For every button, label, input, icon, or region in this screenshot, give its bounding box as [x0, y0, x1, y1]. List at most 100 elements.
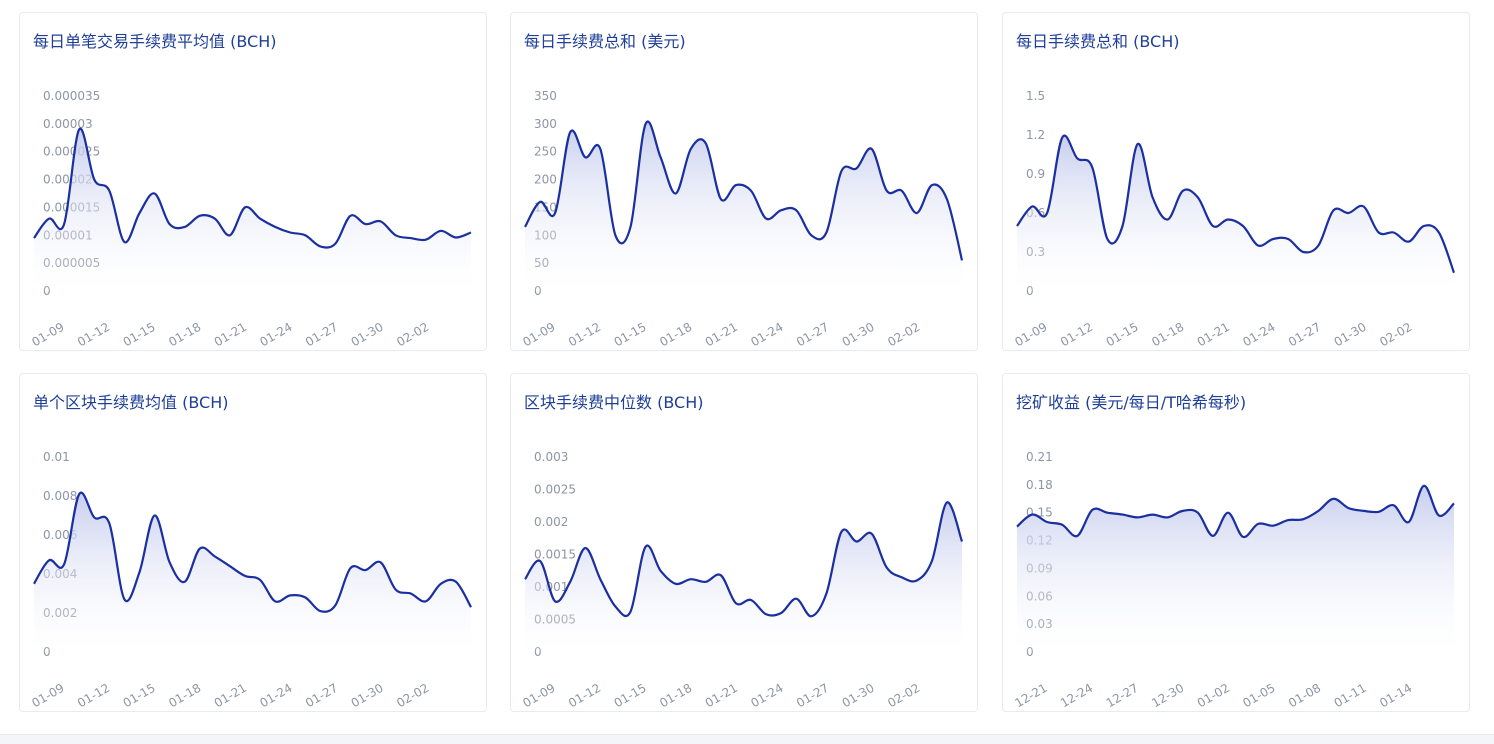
x-tick-label: 01-15	[121, 681, 158, 711]
x-tick-label: 01-21	[703, 320, 740, 350]
x-tick-label: 01-27	[303, 681, 340, 711]
x-tick-label: 01-15	[612, 320, 649, 350]
x-tick-label: 01-18	[1149, 320, 1186, 350]
chart-svg: 00.030.060.090.120.150.180.2112-2112-241…	[1012, 450, 1455, 711]
series-area	[525, 502, 962, 652]
x-tick-label: 01-18	[657, 320, 694, 350]
x-tick-label: 01-14	[1377, 681, 1414, 711]
y-tick-label: 0.000035	[43, 89, 100, 103]
y-tick-label: 0.21	[1026, 450, 1053, 464]
x-tick-label: 01-09	[1012, 320, 1049, 350]
x-tick-label: 02-02	[394, 320, 431, 350]
x-tick-label: 01-18	[166, 681, 203, 711]
series-line	[1016, 484, 1455, 539]
x-tick-label: 01-30	[840, 320, 877, 350]
chart-card: 每日单笔交易手续费平均值 (BCH) 00.0000050.000010.000…	[19, 12, 487, 351]
series-line	[33, 127, 472, 249]
chart-card: 每日手续费总和 (美元) 05010015020025030035001-090…	[510, 12, 978, 351]
chart-card: 挖矿收益 (美元/每日/T哈希每秒) 00.030.060.090.120.15…	[1002, 373, 1470, 712]
x-tick-label: 01-02	[1195, 681, 1232, 711]
y-tick-label: 0.0025	[534, 483, 576, 497]
x-tick-label: 01-30	[349, 681, 386, 711]
series-line	[33, 491, 472, 613]
x-tick-label: 02-02	[394, 681, 431, 711]
y-tick-label: 300	[534, 117, 557, 131]
x-tick-label: 01-30	[1332, 320, 1369, 350]
series-area	[1017, 485, 1454, 652]
x-tick-label: 01-15	[612, 681, 649, 711]
chart-title: 单个区块手续费均值 (BCH)	[33, 393, 229, 412]
series-line	[1016, 134, 1456, 274]
x-tick-label: 01-18	[166, 320, 203, 350]
chart-title: 挖矿收益 (美元/每日/T哈希每秒)	[1016, 393, 1247, 412]
x-tick-label: 01-24	[748, 320, 785, 350]
y-tick-label: 0.003	[534, 450, 568, 464]
chart-card: 单个区块手续费均值 (BCH) 00.0020.0040.0060.0080.0…	[19, 373, 487, 712]
x-tick-label: 12-30	[1149, 681, 1186, 711]
chart-svg: 00.0000050.000010.0000150.000020.0000250…	[29, 89, 472, 350]
y-tick-label: 1.2	[1026, 128, 1045, 142]
x-tick-label: 01-12	[75, 681, 112, 711]
y-tick-label: 0.01	[43, 450, 70, 464]
y-tick-label: 0.18	[1026, 478, 1053, 492]
x-tick-label: 02-02	[885, 681, 922, 711]
series-area	[1017, 135, 1454, 291]
y-tick-label: 0.002	[534, 515, 568, 529]
y-tick-label: 0.006	[43, 528, 77, 542]
y-tick-label: 250	[534, 145, 557, 159]
y-tick-label: 350	[534, 89, 557, 103]
charts-grid: 每日单笔交易手续费平均值 (BCH) 00.0000050.000010.000…	[19, 12, 1473, 714]
x-tick-label: 01-27	[303, 320, 340, 350]
x-tick-label: 01-24	[257, 320, 294, 350]
series-area	[525, 121, 962, 292]
x-tick-label: 01-11	[1332, 681, 1369, 711]
series-area	[34, 492, 471, 652]
x-tick-label: 01-21	[212, 681, 249, 711]
x-tick-label: 01-21	[1195, 320, 1232, 350]
x-tick-label: 01-30	[349, 320, 386, 350]
chart-title: 每日手续费总和 (美元)	[524, 32, 686, 51]
series-area	[34, 128, 471, 291]
x-tick-label: 12-24	[1058, 681, 1095, 711]
chart-title: 每日单笔交易手续费平均值 (BCH)	[33, 32, 277, 51]
x-tick-label: 01-09	[520, 320, 557, 350]
chart-card: 区块手续费中位数 (BCH) 00.00050.0010.00150.0020.…	[510, 373, 978, 712]
x-tick-label: 01-08	[1286, 681, 1323, 711]
x-tick-label: 01-21	[703, 681, 740, 711]
x-tick-label: 01-27	[1286, 320, 1323, 350]
x-tick-label: 01-09	[520, 681, 557, 711]
series-line	[524, 501, 964, 618]
chart-svg: 00.00050.0010.00150.0020.00250.00301-090…	[520, 450, 964, 711]
x-tick-label: 01-12	[75, 320, 112, 350]
x-tick-label: 01-21	[212, 320, 249, 350]
x-tick-label: 12-21	[1012, 681, 1049, 711]
x-tick-label: 01-09	[29, 320, 66, 350]
x-tick-label: 01-12	[566, 320, 603, 350]
x-tick-label: 01-09	[29, 681, 66, 711]
y-tick-label: 0.9	[1026, 167, 1045, 181]
x-tick-label: 12-27	[1104, 681, 1141, 711]
x-tick-label: 02-02	[885, 320, 922, 350]
chart-svg: 05010015020025030035001-0901-1201-1501-1…	[520, 89, 964, 350]
x-tick-label: 01-27	[794, 320, 831, 350]
y-tick-label: 0.008	[43, 489, 77, 503]
y-tick-label: 200	[534, 173, 557, 187]
x-tick-label: 02-02	[1377, 320, 1414, 350]
x-tick-label: 01-27	[794, 681, 831, 711]
chart-title: 每日手续费总和 (BCH)	[1016, 32, 1180, 51]
chart-card: 每日手续费总和 (BCH) 00.30.60.91.21.501-0901-12…	[1002, 12, 1470, 351]
chart-svg: 00.0020.0040.0060.0080.0101-0901-1201-15…	[29, 450, 472, 711]
x-tick-label: 01-12	[1058, 320, 1095, 350]
x-tick-label: 01-18	[657, 681, 694, 711]
x-tick-label: 01-12	[566, 681, 603, 711]
series-line	[524, 120, 964, 261]
chart-title: 区块手续费中位数 (BCH)	[524, 393, 704, 412]
x-tick-label: 01-24	[1240, 320, 1277, 350]
x-tick-label: 01-15	[121, 320, 158, 350]
chart-svg: 00.30.60.91.21.501-0901-1201-1501-1801-2…	[1012, 89, 1456, 350]
x-tick-label: 01-15	[1104, 320, 1141, 350]
y-tick-label: 0.000025	[43, 145, 100, 159]
y-tick-label: 1.5	[1026, 89, 1045, 103]
y-tick-label: 0.00003	[43, 117, 93, 131]
bottom-scroll-area	[0, 734, 1494, 744]
